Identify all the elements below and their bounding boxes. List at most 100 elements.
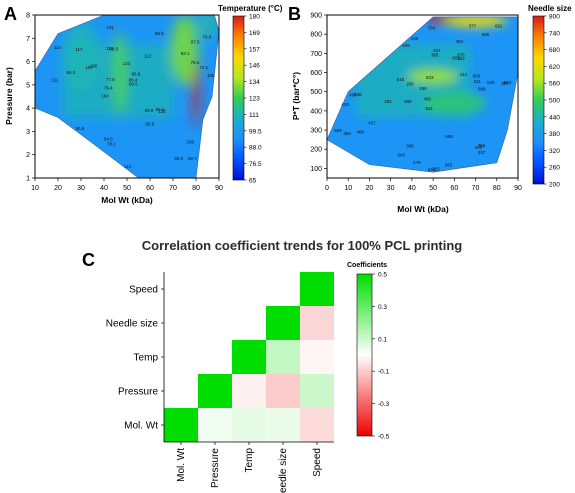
colorbar-tick-label: 440	[549, 114, 560, 121]
contour-value-label: 84.5	[104, 136, 113, 141]
x-tick-label: 60	[450, 185, 458, 192]
contour-value-label: 365	[431, 53, 439, 58]
x-tick-label: 70	[169, 185, 177, 192]
correlation-cell	[198, 408, 232, 442]
colorbar-tick-label: 800	[549, 14, 560, 21]
colorbar-a	[232, 15, 245, 181]
contour-value-label: 285	[406, 81, 414, 86]
x-tick-label: 70	[472, 185, 480, 192]
contour-value-label: 600	[473, 74, 481, 79]
contour-value-label: 466	[349, 92, 357, 97]
contour-value-label: 114	[54, 45, 62, 50]
contour-value-label: 106	[187, 140, 195, 145]
contour-value-label: 66.3	[66, 70, 75, 75]
contour-value-label: 311	[474, 79, 482, 84]
surface-hotspot	[113, 31, 127, 116]
contour-value-label: 337	[478, 150, 486, 155]
contour-value-label: 325	[432, 166, 440, 171]
contour-value-label: 80.5	[174, 156, 183, 161]
contour-value-label: 74.1	[199, 65, 208, 70]
contour-value-label: 445	[402, 43, 410, 48]
contour-value-label: 101	[107, 25, 115, 30]
contour-value-label: 569	[334, 128, 342, 133]
x-tick-label: 80	[493, 185, 501, 192]
surface-hotspot	[407, 68, 459, 85]
correlation-cell	[300, 306, 334, 340]
correlation-matrix	[163, 272, 334, 443]
contour-value-label: 412	[460, 72, 468, 77]
x-category-label: Speed	[312, 448, 323, 477]
correlation-cell	[300, 408, 334, 442]
surface-blobs	[62, 15, 217, 127]
heat-legend-tick-label: 0.5	[378, 272, 387, 279]
contour-value-label: 704	[427, 26, 435, 31]
heat-legend-tick-label: 0.1	[378, 336, 387, 343]
y-tick-label: 100	[310, 166, 322, 173]
surface-clip-group	[35, 15, 219, 178]
contour-value-label: 86.6	[132, 71, 141, 76]
x-category-label: Temp	[244, 448, 255, 473]
x-tick-label: 40	[100, 185, 108, 192]
colorbar-tick-label: 123	[249, 96, 260, 103]
colorbar-tick-label: 680	[549, 47, 560, 54]
temperature-contour-surface	[34, 14, 220, 179]
contour-value-label: 104	[101, 94, 109, 99]
contour-value-label: 79.4	[104, 85, 113, 90]
plot-frame-b	[326, 14, 519, 179]
correlation-cell	[198, 374, 232, 408]
surface-hotspot	[62, 21, 100, 92]
colorbar-tick-label: 320	[549, 148, 560, 155]
surface-hotspot	[443, 16, 508, 28]
colorbar-tick-label: 146	[249, 63, 260, 70]
correlation-cell	[266, 306, 300, 340]
chart-title-c: Correlation coefficient trends for 100% …	[142, 238, 463, 253]
x-tick-labels-b: 0 10 20 30 40 50 60 70 80 90	[325, 178, 522, 192]
correlation-cell	[266, 408, 300, 442]
contour-value-label: 96.5	[155, 31, 164, 36]
contour-value-label: 68.6	[129, 81, 138, 86]
contour-value-label: 299	[419, 86, 427, 91]
contour-value-label: 331	[384, 99, 392, 104]
correlation-cell	[232, 374, 266, 408]
contour-value-label: 558	[445, 134, 453, 139]
panel-c: C Correlation coefficient trends for 100…	[82, 238, 462, 493]
contour-value-label: 420	[475, 145, 483, 150]
contour-value-label: 86.5	[76, 126, 85, 131]
contour-value-label: 370	[457, 53, 465, 58]
contour-value-label: 656	[482, 32, 490, 37]
surface-hotspot	[170, 15, 199, 85]
colorbar-ticks-b: 800 740 680 620 560 500 440 380 320 260 200	[544, 14, 560, 189]
y-tick-label: 500	[310, 89, 322, 96]
x-tick-label: 40	[408, 185, 416, 192]
x-tick-labels-a: 10 20 30 40 50 60 70 80 90	[31, 178, 223, 192]
y-category-label: Mol. Wt	[124, 421, 158, 432]
colorbar-tick-label: 134	[249, 79, 260, 86]
x-category-labels-c: Mol. Wt Pressure Temp Needle size Speed	[176, 442, 323, 493]
x-tick-label: 30	[387, 185, 395, 192]
surface-hotspot	[198, 15, 217, 39]
colorbar-ticks-a: 180 169 157 146 134 123 111 99.5 88.0 76.5 65	[244, 14, 262, 185]
y-category-label: Speed	[129, 285, 158, 296]
contour-value-label: 95.9	[145, 108, 154, 113]
y-tick-labels-b: 100 200 300 400 500 600 700 800 900	[310, 13, 327, 173]
colorbar-tick-label: 740	[549, 30, 560, 37]
y-tick-label: 1	[26, 176, 30, 183]
x-tick-label: 20	[54, 185, 62, 192]
correlation-cell	[232, 340, 266, 374]
y-category-label: Needle size	[106, 319, 159, 330]
y-tick-label: 600	[310, 70, 322, 77]
panel-letter-c: C	[82, 250, 95, 270]
y-category-label: Pressure	[118, 387, 158, 398]
contour-value-label: 356	[478, 143, 486, 148]
correlation-cell	[300, 374, 334, 408]
contour-value-label: 602	[452, 55, 460, 60]
correlation-cell	[266, 340, 300, 374]
contour-value-label: 105	[207, 73, 215, 78]
colorbar-tick-label: 500	[549, 98, 560, 105]
contour-value-label: 357	[501, 81, 509, 86]
colorbar-title-a: Temperature (°C)	[218, 4, 283, 13]
y-tick-label: 8	[26, 13, 30, 20]
contour-value-label: 123	[123, 61, 131, 66]
correlation-cell	[232, 408, 266, 442]
